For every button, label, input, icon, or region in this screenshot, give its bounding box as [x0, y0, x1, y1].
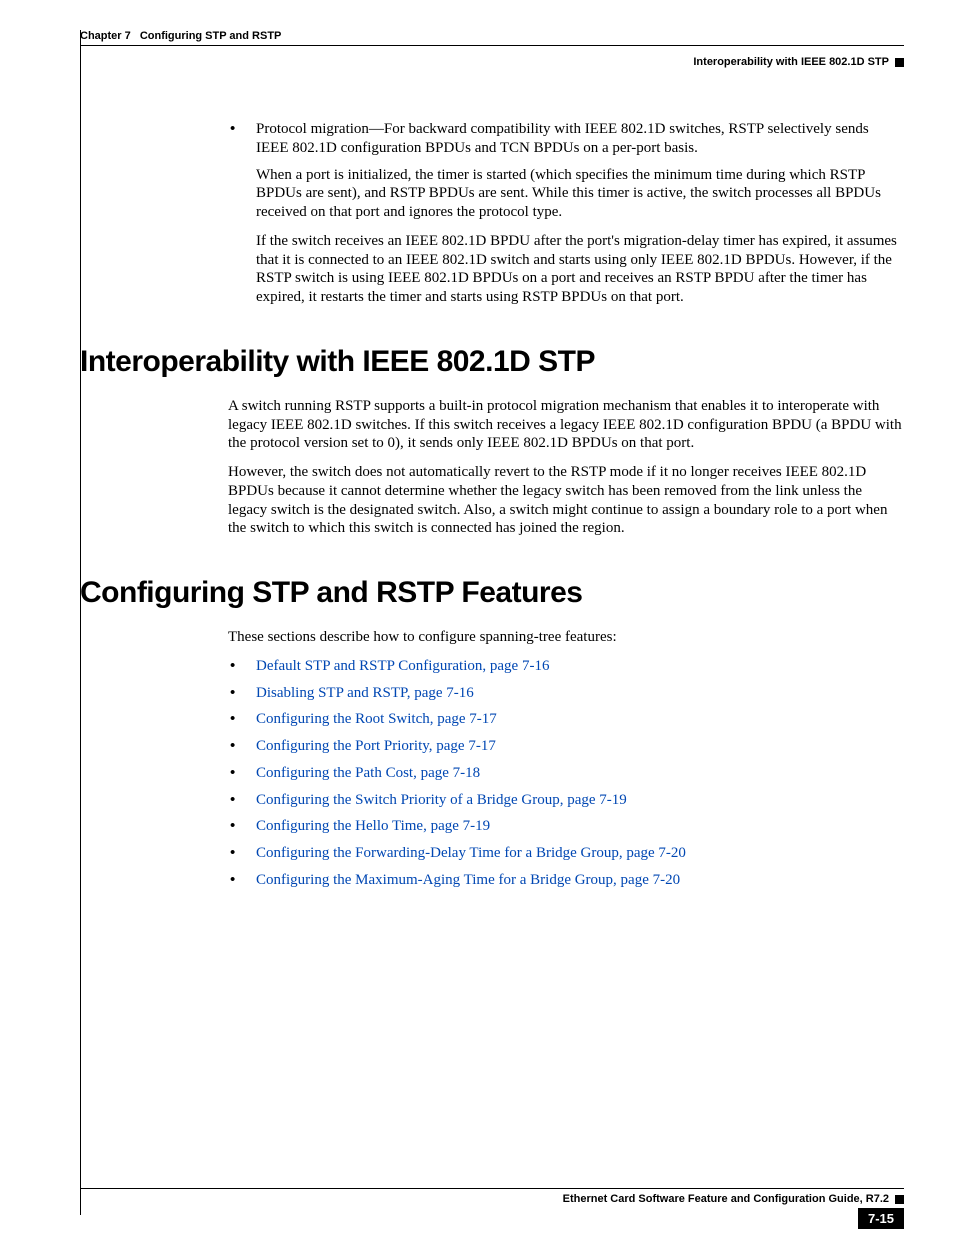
bullet-marker-icon: • [228, 817, 246, 836]
page-footer: Ethernet Card Software Feature and Confi… [80, 1188, 904, 1205]
link-port-priority[interactable]: Configuring the Port Priority, page 7-17 [256, 738, 496, 754]
paragraph: However, the switch does not automatical… [228, 463, 904, 538]
bullet-marker-icon: • [228, 871, 246, 890]
chapter-title: Configuring STP and RSTP [140, 30, 282, 42]
heading-text: Configuring STP and RSTP Features [80, 576, 582, 609]
link-default-config[interactable]: Default STP and RSTP Configuration, page… [256, 658, 549, 674]
heading-text: Interoperability with IEEE 802.1D STP [80, 345, 595, 378]
header-chapter-line: Chapter 7 Configuring STP and RSTP [80, 30, 904, 46]
heading-interoperability: Interoperability with IEEE 802.1D STP [80, 345, 904, 379]
link-switch-priority[interactable]: Configuring the Switch Priority of a Bri… [256, 792, 627, 808]
link-root-switch[interactable]: Configuring the Root Switch, page 7-17 [256, 711, 497, 727]
page-header: Chapter 7 Configuring STP and RSTP Inter… [80, 30, 904, 68]
bullet-marker-icon: • [228, 710, 246, 729]
bullet-item: • Configuring the Port Priority, page 7-… [228, 737, 904, 756]
bullet-item: • Configuring the Maximum-Aging Time for… [228, 871, 904, 890]
paragraph: A switch running RSTP supports a built-i… [228, 397, 904, 453]
config-body: These sections describe how to configure… [228, 628, 904, 890]
header-section-title: Interoperability with IEEE 802.1D STP [693, 56, 889, 68]
bullet-marker-icon: • [228, 844, 246, 863]
bullet-marker-icon: • [228, 737, 246, 756]
bullet-marker-icon: • [228, 120, 246, 158]
bullet-item: • Configuring the Hello Time, page 7-19 [228, 817, 904, 836]
link-disabling-stp[interactable]: Disabling STP and RSTP, page 7-16 [256, 685, 474, 701]
bullet-item: • Disabling STP and RSTP, page 7-16 [228, 684, 904, 703]
bullet-item: • Configuring the Root Switch, page 7-17 [228, 710, 904, 729]
heading-configuring: Configuring STP and RSTP Features [80, 576, 904, 610]
bullet-item: • Configuring the Forwarding-Delay Time … [228, 844, 904, 863]
footer-guide-title: Ethernet Card Software Feature and Confi… [563, 1193, 889, 1205]
bullet-sub-paragraph: If the switch receives an IEEE 802.1D BP… [256, 232, 904, 307]
footer-line: Ethernet Card Software Feature and Confi… [80, 1188, 904, 1205]
continued-bullet-block: • Protocol migration—For backward compat… [228, 120, 904, 307]
footer-marker-icon [895, 1195, 904, 1204]
paragraph: These sections describe how to configure… [228, 628, 904, 647]
chapter-label: Chapter 7 [80, 30, 131, 42]
page: Chapter 7 Configuring STP and RSTP Inter… [0, 0, 954, 1235]
bullet-item: • Configuring the Path Cost, page 7-18 [228, 764, 904, 783]
bullet-item: • Default STP and RSTP Configuration, pa… [228, 657, 904, 676]
bullet-marker-icon: • [228, 791, 246, 810]
interop-body: A switch running RSTP supports a built-i… [228, 397, 904, 538]
bullet-sub-paragraph: When a port is initialized, the timer is… [256, 166, 904, 222]
link-forwarding-delay[interactable]: Configuring the Forwarding-Delay Time fo… [256, 845, 686, 861]
bullet-item: • Configuring the Switch Priority of a B… [228, 791, 904, 810]
bullet-marker-icon: • [228, 764, 246, 783]
content-area: • Protocol migration—For backward compat… [80, 120, 904, 898]
bullet-marker-icon: • [228, 684, 246, 703]
bullet-text: Protocol migration—For backward compatib… [256, 120, 904, 158]
page-number-badge: 7-15 [858, 1208, 904, 1229]
link-path-cost[interactable]: Configuring the Path Cost, page 7-18 [256, 765, 480, 781]
header-marker-icon [895, 58, 904, 67]
link-hello-time[interactable]: Configuring the Hello Time, page 7-19 [256, 818, 490, 834]
bullet-item: • Protocol migration—For backward compat… [228, 120, 904, 158]
header-section-line: Interoperability with IEEE 802.1D STP [80, 46, 904, 68]
link-max-aging[interactable]: Configuring the Maximum-Aging Time for a… [256, 872, 680, 888]
bullet-marker-icon: • [228, 657, 246, 676]
